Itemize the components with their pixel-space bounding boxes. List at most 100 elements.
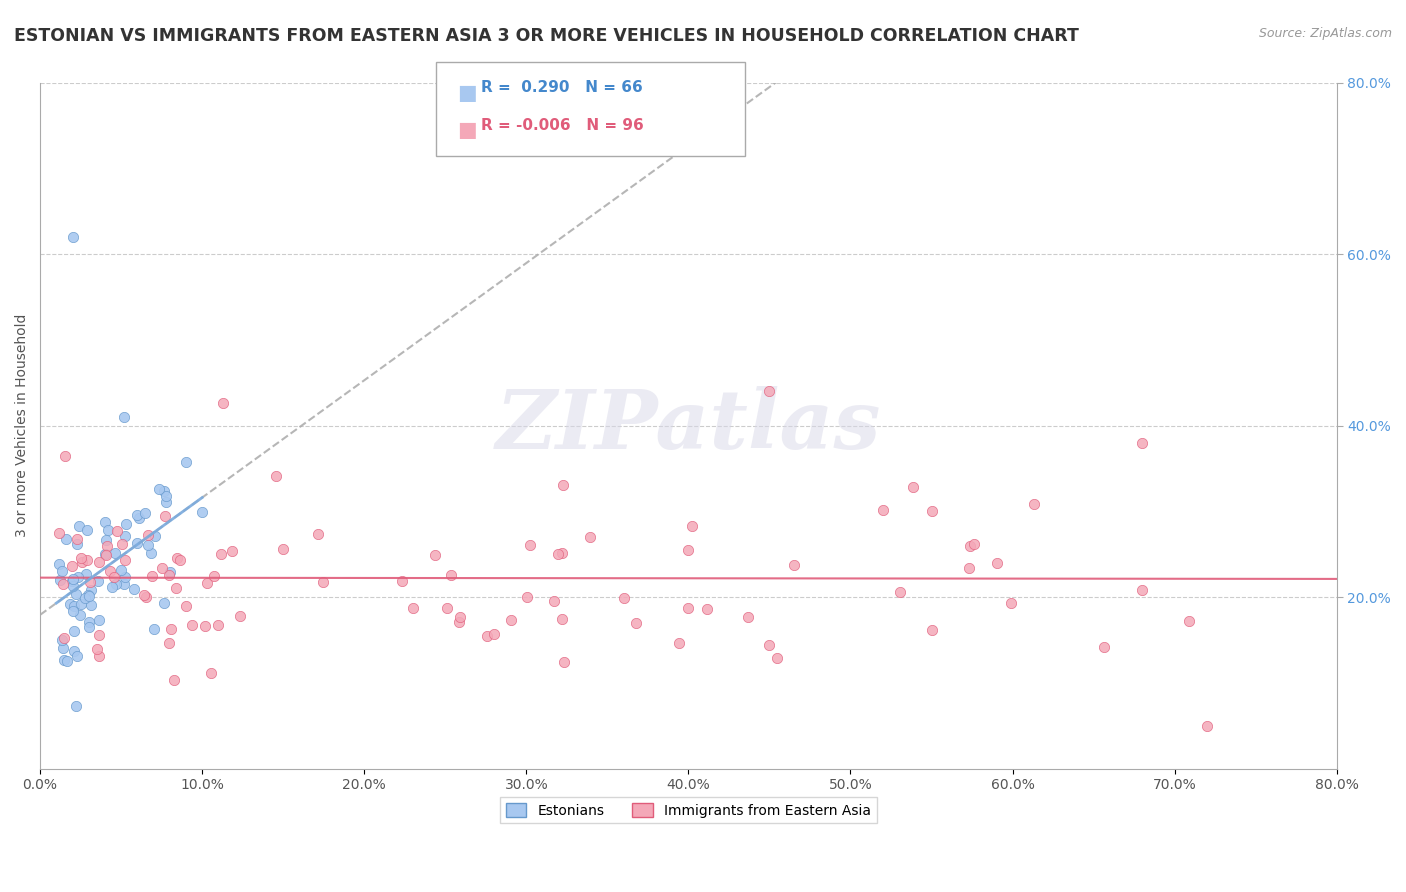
Point xyxy=(136,528,159,542)
Point xyxy=(114,570,136,584)
Point xyxy=(62,579,84,593)
Point xyxy=(1177,614,1199,628)
Point xyxy=(155,489,177,503)
Text: R =  0.290   N = 66: R = 0.290 N = 66 xyxy=(481,80,643,95)
Point xyxy=(174,599,197,613)
Point xyxy=(89,555,111,569)
Point xyxy=(153,509,176,524)
Point xyxy=(104,577,127,591)
Point xyxy=(65,698,87,713)
Point xyxy=(163,673,186,688)
Text: Source: ZipAtlas.com: Source: ZipAtlas.com xyxy=(1258,27,1392,40)
Point xyxy=(94,547,117,561)
Point xyxy=(66,537,89,551)
Point xyxy=(122,582,145,596)
Point xyxy=(195,575,218,590)
Point xyxy=(959,539,981,553)
Point xyxy=(87,648,110,663)
Point xyxy=(48,526,70,541)
Point xyxy=(80,582,103,597)
Point xyxy=(1130,582,1153,597)
Point xyxy=(62,559,84,574)
Point xyxy=(114,517,136,532)
Point xyxy=(139,546,162,560)
Point xyxy=(62,572,84,586)
Point xyxy=(76,523,98,537)
Point xyxy=(212,396,235,410)
Point xyxy=(55,532,77,546)
Point xyxy=(110,563,132,577)
Point xyxy=(436,600,458,615)
Point xyxy=(59,598,82,612)
Point xyxy=(70,555,93,569)
Point xyxy=(141,569,163,583)
Point xyxy=(101,580,124,594)
Point xyxy=(194,619,217,633)
Point xyxy=(79,574,101,589)
Point xyxy=(63,599,86,613)
Point xyxy=(872,502,894,516)
Point xyxy=(94,548,117,562)
Point xyxy=(142,622,165,636)
Point xyxy=(52,653,75,667)
Point xyxy=(271,542,294,557)
Point xyxy=(157,567,180,582)
Point xyxy=(391,574,413,589)
Y-axis label: 3 or more Vehicles in Household: 3 or more Vehicles in Household xyxy=(15,314,30,538)
Point xyxy=(55,449,77,463)
Point xyxy=(63,643,86,657)
Point xyxy=(75,591,97,606)
Point xyxy=(579,530,602,544)
Point xyxy=(553,655,575,669)
Point xyxy=(957,560,980,574)
Point xyxy=(209,547,232,561)
Point xyxy=(63,624,86,638)
Point xyxy=(986,556,1008,570)
Point xyxy=(1024,497,1046,511)
Point xyxy=(103,570,125,584)
Text: ■: ■ xyxy=(457,120,477,140)
Text: ■: ■ xyxy=(457,83,477,103)
Point xyxy=(66,570,89,584)
Point xyxy=(423,549,446,563)
Point xyxy=(547,547,569,561)
Point xyxy=(402,601,425,615)
Point xyxy=(921,504,943,518)
Point xyxy=(221,544,243,558)
Point xyxy=(65,533,87,547)
Point xyxy=(264,468,287,483)
Point xyxy=(166,551,188,566)
Point xyxy=(449,609,471,624)
Point xyxy=(114,529,136,543)
Point xyxy=(668,635,690,649)
Point xyxy=(80,598,103,612)
Text: R = -0.006   N = 96: R = -0.006 N = 96 xyxy=(481,118,644,133)
Point xyxy=(447,615,470,629)
Point xyxy=(696,602,718,616)
Point xyxy=(143,529,166,543)
Point xyxy=(482,627,505,641)
Point xyxy=(624,616,647,631)
Text: ESTONIAN VS IMMIGRANTS FROM EASTERN ASIA 3 OR MORE VEHICLES IN HOUSEHOLD CORRELA: ESTONIAN VS IMMIGRANTS FROM EASTERN ASIA… xyxy=(14,27,1078,45)
Point xyxy=(49,573,72,587)
Point xyxy=(229,608,252,623)
Point xyxy=(66,648,89,663)
Point xyxy=(48,558,70,572)
Point xyxy=(440,568,463,582)
Point xyxy=(477,629,499,643)
Point xyxy=(76,588,98,602)
Point xyxy=(1195,719,1218,733)
Point xyxy=(96,533,118,548)
Point xyxy=(191,505,214,519)
Point xyxy=(165,581,187,595)
Point xyxy=(307,526,329,541)
Point xyxy=(499,613,522,627)
Point xyxy=(155,495,177,509)
Point xyxy=(56,654,79,668)
Point xyxy=(963,536,986,550)
Point xyxy=(543,593,565,607)
Point xyxy=(678,542,700,557)
Point xyxy=(1130,436,1153,450)
Point xyxy=(87,628,110,642)
Legend: Estonians, Immigrants from Eastern Asia: Estonians, Immigrants from Eastern Asia xyxy=(501,797,877,823)
